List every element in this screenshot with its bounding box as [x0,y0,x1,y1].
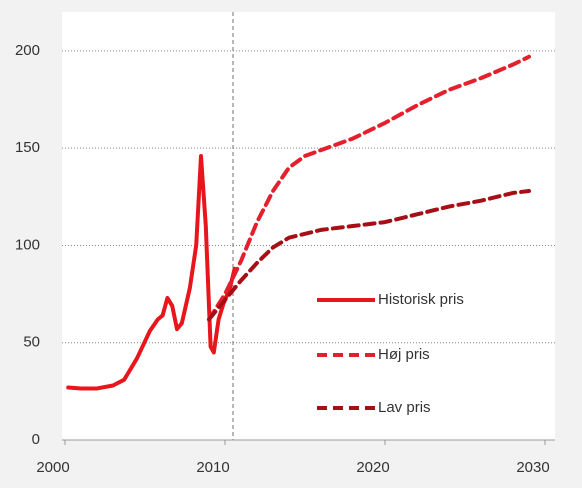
series-line [207,188,531,322]
legend-label: Lav pris [378,399,431,416]
x-tick-label: 2020 [356,459,389,476]
y-tick-label: 50 [23,334,40,351]
legend-label: Høj pris [378,346,430,363]
y-tick-label: 0 [32,431,40,448]
y-tick-label: 200 [15,42,40,59]
y-tick-label: 100 [15,236,40,253]
x-tick-label: 2010 [196,459,229,476]
plot-area [62,12,555,440]
legend-label: Historisk pris [378,291,464,308]
y-tick-label: 150 [15,139,40,156]
x-tick-label: 2000 [36,459,69,476]
series-line [66,153,237,391]
series-line [207,54,531,322]
x-tick-label: 2030 [516,459,549,476]
